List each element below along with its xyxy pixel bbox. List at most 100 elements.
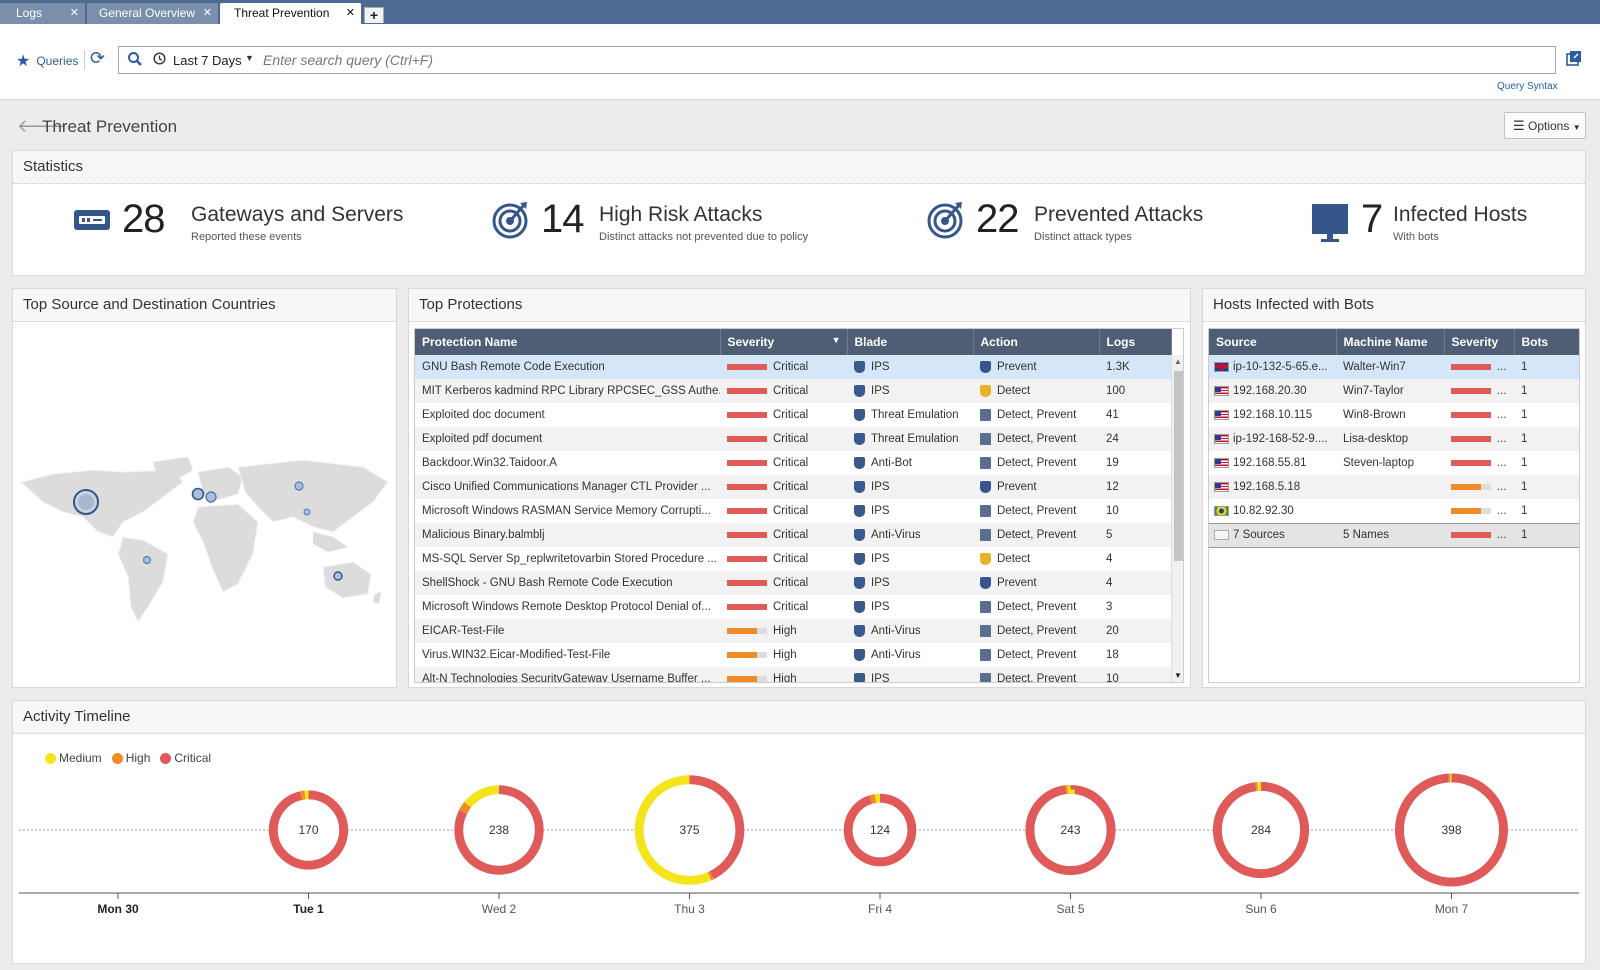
close-icon[interactable]: ✕ [69, 7, 79, 19]
world-map[interactable] [13, 322, 396, 687]
column-header[interactable]: Action [973, 329, 1100, 355]
column-header[interactable]: Severity [1444, 329, 1515, 355]
day-donut[interactable]: 124 [843, 793, 917, 867]
table-row[interactable]: MS-SQL Server Sp_replwritetovarbin Store… [415, 547, 1171, 571]
stat-infected-hosts[interactable]: 7 Infected Hosts With bots [1311, 193, 1581, 249]
column-header[interactable]: Machine Name [1336, 329, 1445, 355]
queries-button[interactable]: ★ Queries [16, 51, 78, 71]
stat-gateways[interactable]: 28 Gateways and Servers Reported these e… [73, 193, 433, 249]
popout-icon[interactable] [1566, 50, 1582, 66]
tab-logs[interactable]: Logs ✕ [0, 3, 86, 24]
severity-label: ... [1497, 481, 1507, 493]
table-row[interactable]: Exploited pdf document Critical Threat Emu… [415, 427, 1171, 451]
table-row[interactable]: ShellShock - GNU Bash Remote Code Execut… [415, 571, 1171, 595]
action-cell: Detect, Prevent [973, 403, 1099, 427]
donut-segment-critical[interactable] [843, 793, 917, 867]
stat-high-risk[interactable]: 14 High Risk Attacks Distinct attacks no… [491, 193, 891, 249]
severity-label: Critical [773, 361, 809, 373]
column-header[interactable]: Blade [847, 329, 974, 355]
severity-label: Critical [773, 601, 809, 613]
day-donut[interactable]: 398 [1395, 773, 1508, 887]
scrollbar-thumb[interactable] [1174, 371, 1183, 561]
table-row[interactable]: 10.82.92.30... 1 [1209, 499, 1579, 523]
day-donut[interactable]: 284 [1212, 781, 1310, 879]
table-row[interactable]: Alt-N Technologies SecurityGateway Usern… [415, 667, 1171, 682]
legend-item[interactable]: High [111, 751, 150, 765]
column-header: Severity [727, 335, 775, 349]
tab-threat-prevention[interactable]: Threat Prevention ✕ [220, 3, 362, 24]
column-header[interactable]: Bots [1514, 329, 1579, 355]
source-label: 192.168.55.81 [1233, 457, 1307, 469]
time-range-selector[interactable]: Last 7 Days [173, 53, 242, 68]
close-icon[interactable]: ✕ [202, 7, 212, 19]
sort-desc-icon[interactable]: ▼ [831, 335, 841, 345]
blade-label: Anti-Bot [871, 457, 912, 470]
logs-count: 10 [1106, 505, 1119, 517]
donut-total-label: 238 [489, 823, 509, 837]
back-arrow-icon[interactable]: 🡐 [17, 116, 66, 136]
table-row[interactable]: EICAR-Test-File High Anti-Virus Detect, Pre… [415, 619, 1171, 643]
machine-name: Win7-Taylor [1336, 379, 1444, 403]
stat-prevented[interactable]: 22 Prevented Attacks Distinct attack typ… [926, 193, 1286, 249]
donut-segment-medium[interactable] [1212, 781, 1310, 879]
summary-icon [1214, 529, 1229, 540]
search-input[interactable] [263, 50, 1543, 70]
severity-cell: ... [1444, 379, 1514, 403]
legend-item[interactable]: Critical [160, 751, 211, 765]
table-row[interactable]: Exploited doc document Critical Threat Emu… [415, 403, 1171, 427]
tab-general-overview[interactable]: General Overview ✕ [87, 3, 219, 24]
table-row[interactable]: ip-10-132-5-65.e... Walter-Win7... 1 [1209, 355, 1579, 379]
donut-segment-medium[interactable] [1395, 773, 1508, 887]
hosts-panel: Hosts Infected with Bots Source Machine … [1202, 288, 1586, 688]
scroll-up-icon[interactable]: ▲ [1174, 357, 1182, 366]
tab-label: Logs [16, 6, 43, 20]
donut-segment-medium[interactable] [454, 785, 544, 875]
legend-item[interactable]: Medium [45, 751, 102, 765]
chevron-down-icon[interactable]: ▼ [245, 53, 254, 63]
donut-segment-medium[interactable] [634, 775, 745, 885]
brazil-flag-icon [1214, 505, 1229, 516]
severity-label: Critical [773, 409, 809, 421]
bots-count: 1 [1514, 355, 1579, 379]
refresh-icon[interactable]: ⟳ [90, 48, 106, 68]
blade-label: Threat Emulation [871, 433, 959, 446]
donut-segment-medium[interactable] [268, 790, 349, 870]
severity-bar [1451, 435, 1491, 442]
column-header[interactable]: Protection Name [415, 329, 721, 355]
source-cell: ip-10-132-5-65.e... [1209, 355, 1336, 379]
table-row[interactable]: MIT Kerberos kadmind RPC Library RPCSEC_… [415, 379, 1171, 403]
table-row[interactable]: GNU Bash Remote Code Execution Critical IP… [415, 355, 1171, 379]
table-row[interactable]: 192.168.20.30 Win7-Taylor... 1 [1209, 379, 1579, 403]
table-row[interactable]: Cisco Unified Communications Manager CTL… [415, 475, 1171, 499]
stat-label: Gateways and Servers [191, 203, 404, 226]
severity-cell: Critical [720, 595, 847, 619]
table-row[interactable]: 192.168.55.81 Steven-laptop... 1 [1209, 451, 1579, 475]
day-donut[interactable]: 375 [634, 775, 745, 885]
day-donut[interactable]: 238 [454, 785, 544, 875]
blade-label: Anti-Virus [871, 529, 921, 542]
table-row[interactable]: Microsoft Windows RASMAN Service Memory … [415, 499, 1171, 523]
column-header[interactable]: Source [1209, 329, 1337, 355]
table-row[interactable]: Malicious Binary.balmblj Critical Anti-Vir… [415, 523, 1171, 547]
table-row[interactable]: 192.168.5.18... 1 [1209, 475, 1579, 499]
column-header-severity[interactable]: Severity ▼ [720, 329, 848, 355]
action-cell: Detect, Prevent [973, 667, 1099, 682]
day-donut[interactable]: 170 [268, 790, 349, 870]
query-syntax-link[interactable]: Query Syntax [1497, 81, 1558, 92]
table-row[interactable]: ip-192-168-52-9.... Lisa-desktop... 1 [1209, 427, 1579, 451]
column-header[interactable]: Logs [1099, 329, 1172, 355]
search-icon[interactable] [127, 51, 143, 67]
table-row[interactable]: Microsoft Windows Remote Desktop Protoco… [415, 595, 1171, 619]
table-row[interactable]: Backdoor.Win32.Taidoor.A Critical Anti-Bot… [415, 451, 1171, 475]
table-row[interactable]: Virus.WIN32.Eicar-Modified-Test-File High… [415, 643, 1171, 667]
x-axis-label: Tue 1 [293, 902, 324, 916]
close-icon[interactable]: ✕ [345, 7, 355, 19]
table-row[interactable]: 192.168.10.115 Win8-Brown... 1 [1209, 403, 1579, 427]
options-button[interactable]: ☰ Options ▼ [1504, 112, 1586, 139]
add-tab-button[interactable]: + [364, 7, 384, 23]
scrollbar[interactable]: ▲ ▼ [1171, 355, 1183, 682]
page-title: Threat Prevention [42, 117, 178, 136]
scroll-down-icon[interactable]: ▼ [1174, 671, 1182, 680]
day-donut[interactable]: 243 [1025, 784, 1116, 876]
donut-segment-medium[interactable] [1025, 784, 1116, 876]
